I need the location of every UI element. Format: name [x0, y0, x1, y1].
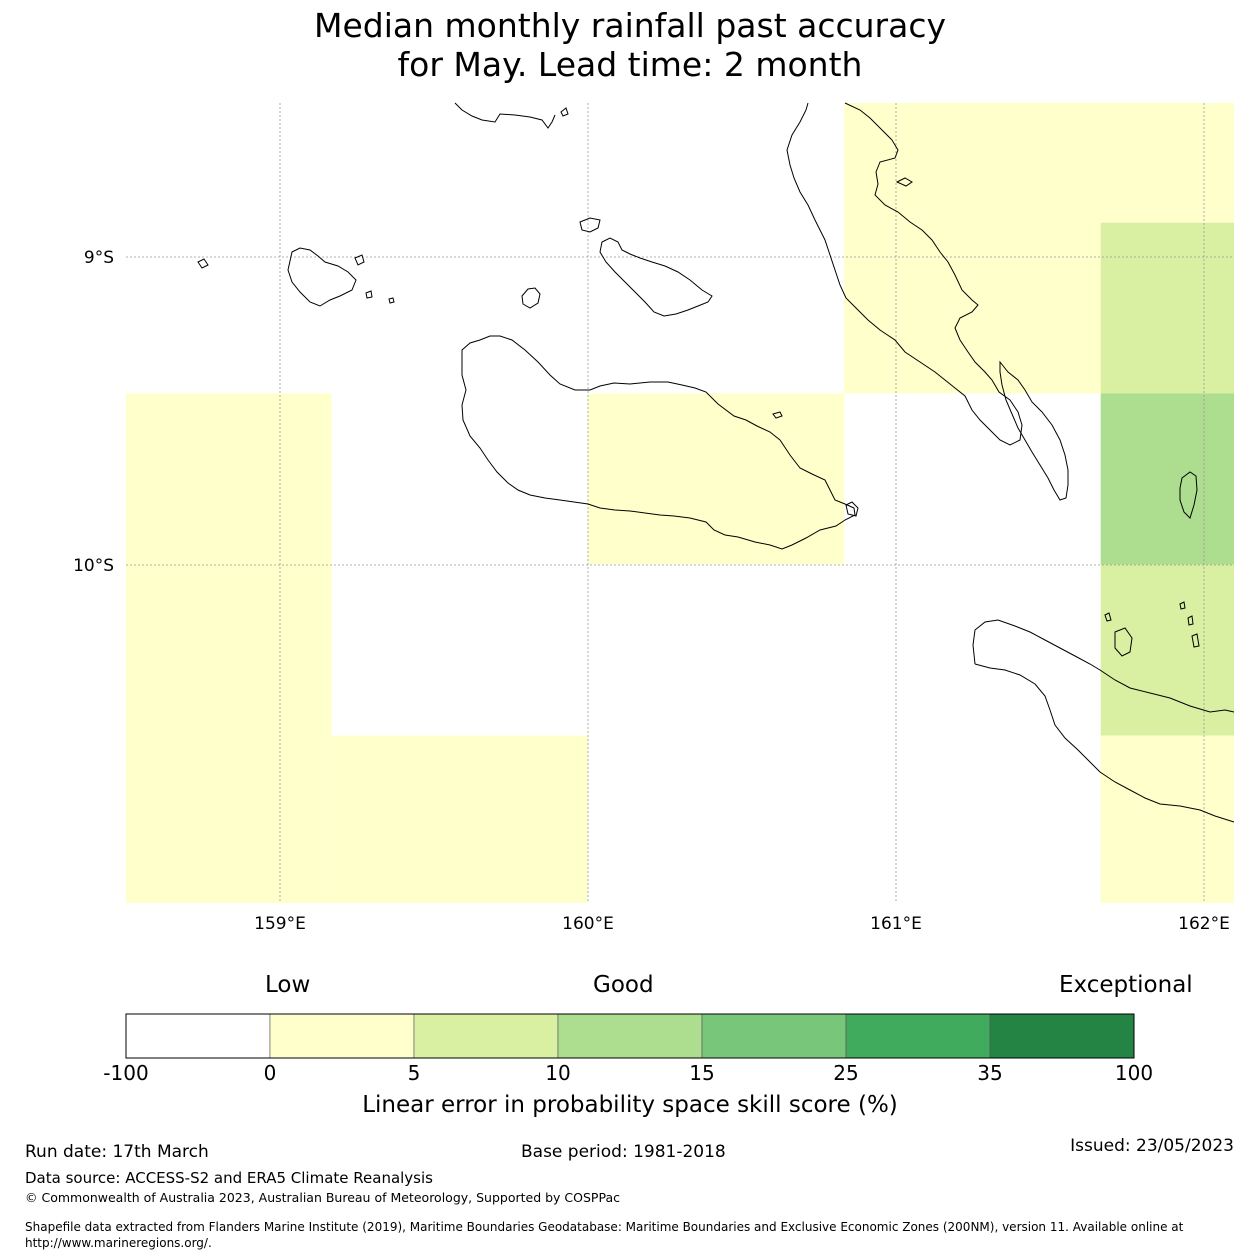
- colorbar-segment-5: [845, 1013, 991, 1059]
- coastlines: [197, 102, 1235, 823]
- colorbar-segment-3: [557, 1013, 703, 1059]
- colorbar-tick: 15: [689, 1061, 715, 1085]
- skill-cell-4: [587, 393, 845, 565]
- data-source: Data source: ACCESS-S2 and ERA5 Climate …: [25, 1169, 433, 1187]
- colorbar-tick: 0: [263, 1061, 277, 1085]
- russell-islands-coastline: [287, 247, 357, 307]
- colorbar-segment-6: [989, 1013, 1135, 1059]
- florida-islands-coastline: [599, 237, 713, 317]
- lon-label-161e: 161°E: [870, 914, 922, 934]
- colorbar-tick: -100: [103, 1061, 149, 1085]
- makira-south-coastline: [974, 663, 1235, 823]
- marau-islet-coastline: [845, 501, 859, 517]
- savo-coastline: [521, 287, 541, 309]
- colorbar-segment-2: [413, 1013, 559, 1059]
- run-date: Run date: 17th March: [25, 1142, 209, 1162]
- islet-e2-coastline: [1179, 601, 1186, 610]
- colorbar-outline: [125, 1013, 1135, 1059]
- base-period: Base period: 1981-2018: [521, 1142, 726, 1162]
- colorbar-segment-4: [701, 1013, 847, 1059]
- colorbar-category-exceptional: Exceptional: [1059, 972, 1193, 998]
- skill-cell-8: [1100, 735, 1234, 903]
- graticule: [126, 103, 1234, 903]
- ulawa-coastline: [1179, 471, 1198, 519]
- lat-label-10s: 10°S: [73, 556, 114, 576]
- skill-cell-2: [1100, 222, 1234, 394]
- colorbar-tick: 35: [977, 1061, 1003, 1085]
- colorbar-category-low: Low: [265, 972, 311, 998]
- east-islet-coastline: [772, 411, 783, 419]
- islet-west-coastline: [197, 258, 209, 269]
- colorbar-segment-0: [125, 1013, 271, 1059]
- russell-east-coastline: [354, 254, 365, 266]
- lon-label-160e: 160°E: [562, 914, 614, 934]
- lon-label-159e: 159°E: [254, 914, 306, 934]
- islet-malaita-coastline: [895, 177, 913, 187]
- santa-ana-coastline: [1114, 627, 1133, 657]
- islet-e3-coastline: [1187, 615, 1194, 626]
- colorbar-tick: 10: [545, 1061, 571, 1085]
- makira-coastline: [974, 619, 1235, 713]
- small-malaita-coastline: [999, 360, 1069, 501]
- chart-title-line-2: for May. Lead time: 2 month: [397, 45, 863, 84]
- shapefile-credit-line-2: http://www.marineregions.org/.: [25, 1236, 212, 1250]
- colorbar: [125, 1013, 1135, 1059]
- guadalcanal-coastline: [461, 335, 856, 550]
- colorbar-segment-1: [269, 1013, 415, 1059]
- shapefile-credit-line-1: Shapefile data extracted from Flanders M…: [25, 1220, 1184, 1234]
- skill-cell-7: [331, 735, 588, 903]
- florida-north-coastline: [579, 217, 601, 233]
- makira-west-edge-coastline: [972, 629, 976, 665]
- skill-cell-6: [1100, 564, 1234, 736]
- skill-cells: [126, 103, 1234, 903]
- colorbar-label: Linear error in probability space skill …: [362, 1092, 898, 1118]
- north-islet-coastline: [560, 107, 569, 117]
- chart-title-line-1: Median monthly rainfall past accuracy: [313, 6, 947, 45]
- skill-cell-0: [844, 103, 1234, 223]
- skill-cell-3: [126, 393, 332, 903]
- issued-date: Issued: 23/05/2023: [1070, 1136, 1234, 1156]
- colorbar-tick: 100: [1114, 1061, 1154, 1085]
- skill-cell-5: [1100, 393, 1234, 565]
- islet-mid-coastline: [388, 297, 395, 304]
- colorbar-category-good: Good: [593, 972, 654, 998]
- lon-label-162e: 162°E: [1178, 914, 1230, 934]
- colorbar-tick: 25: [833, 1061, 859, 1085]
- russell-south-coastline: [365, 290, 373, 299]
- lat-label-9s: 9°S: [84, 248, 114, 268]
- islet-e4-coastline: [1191, 633, 1200, 648]
- colorbar-tick: 5: [407, 1061, 421, 1085]
- islet-e1-coastline: [1104, 612, 1112, 622]
- north-fragment-coastline: [454, 102, 556, 129]
- malaita-coastline: [786, 102, 1023, 446]
- skill-cell-1: [844, 222, 1101, 394]
- copyright: © Commonwealth of Australia 2023, Austra…: [25, 1190, 620, 1205]
